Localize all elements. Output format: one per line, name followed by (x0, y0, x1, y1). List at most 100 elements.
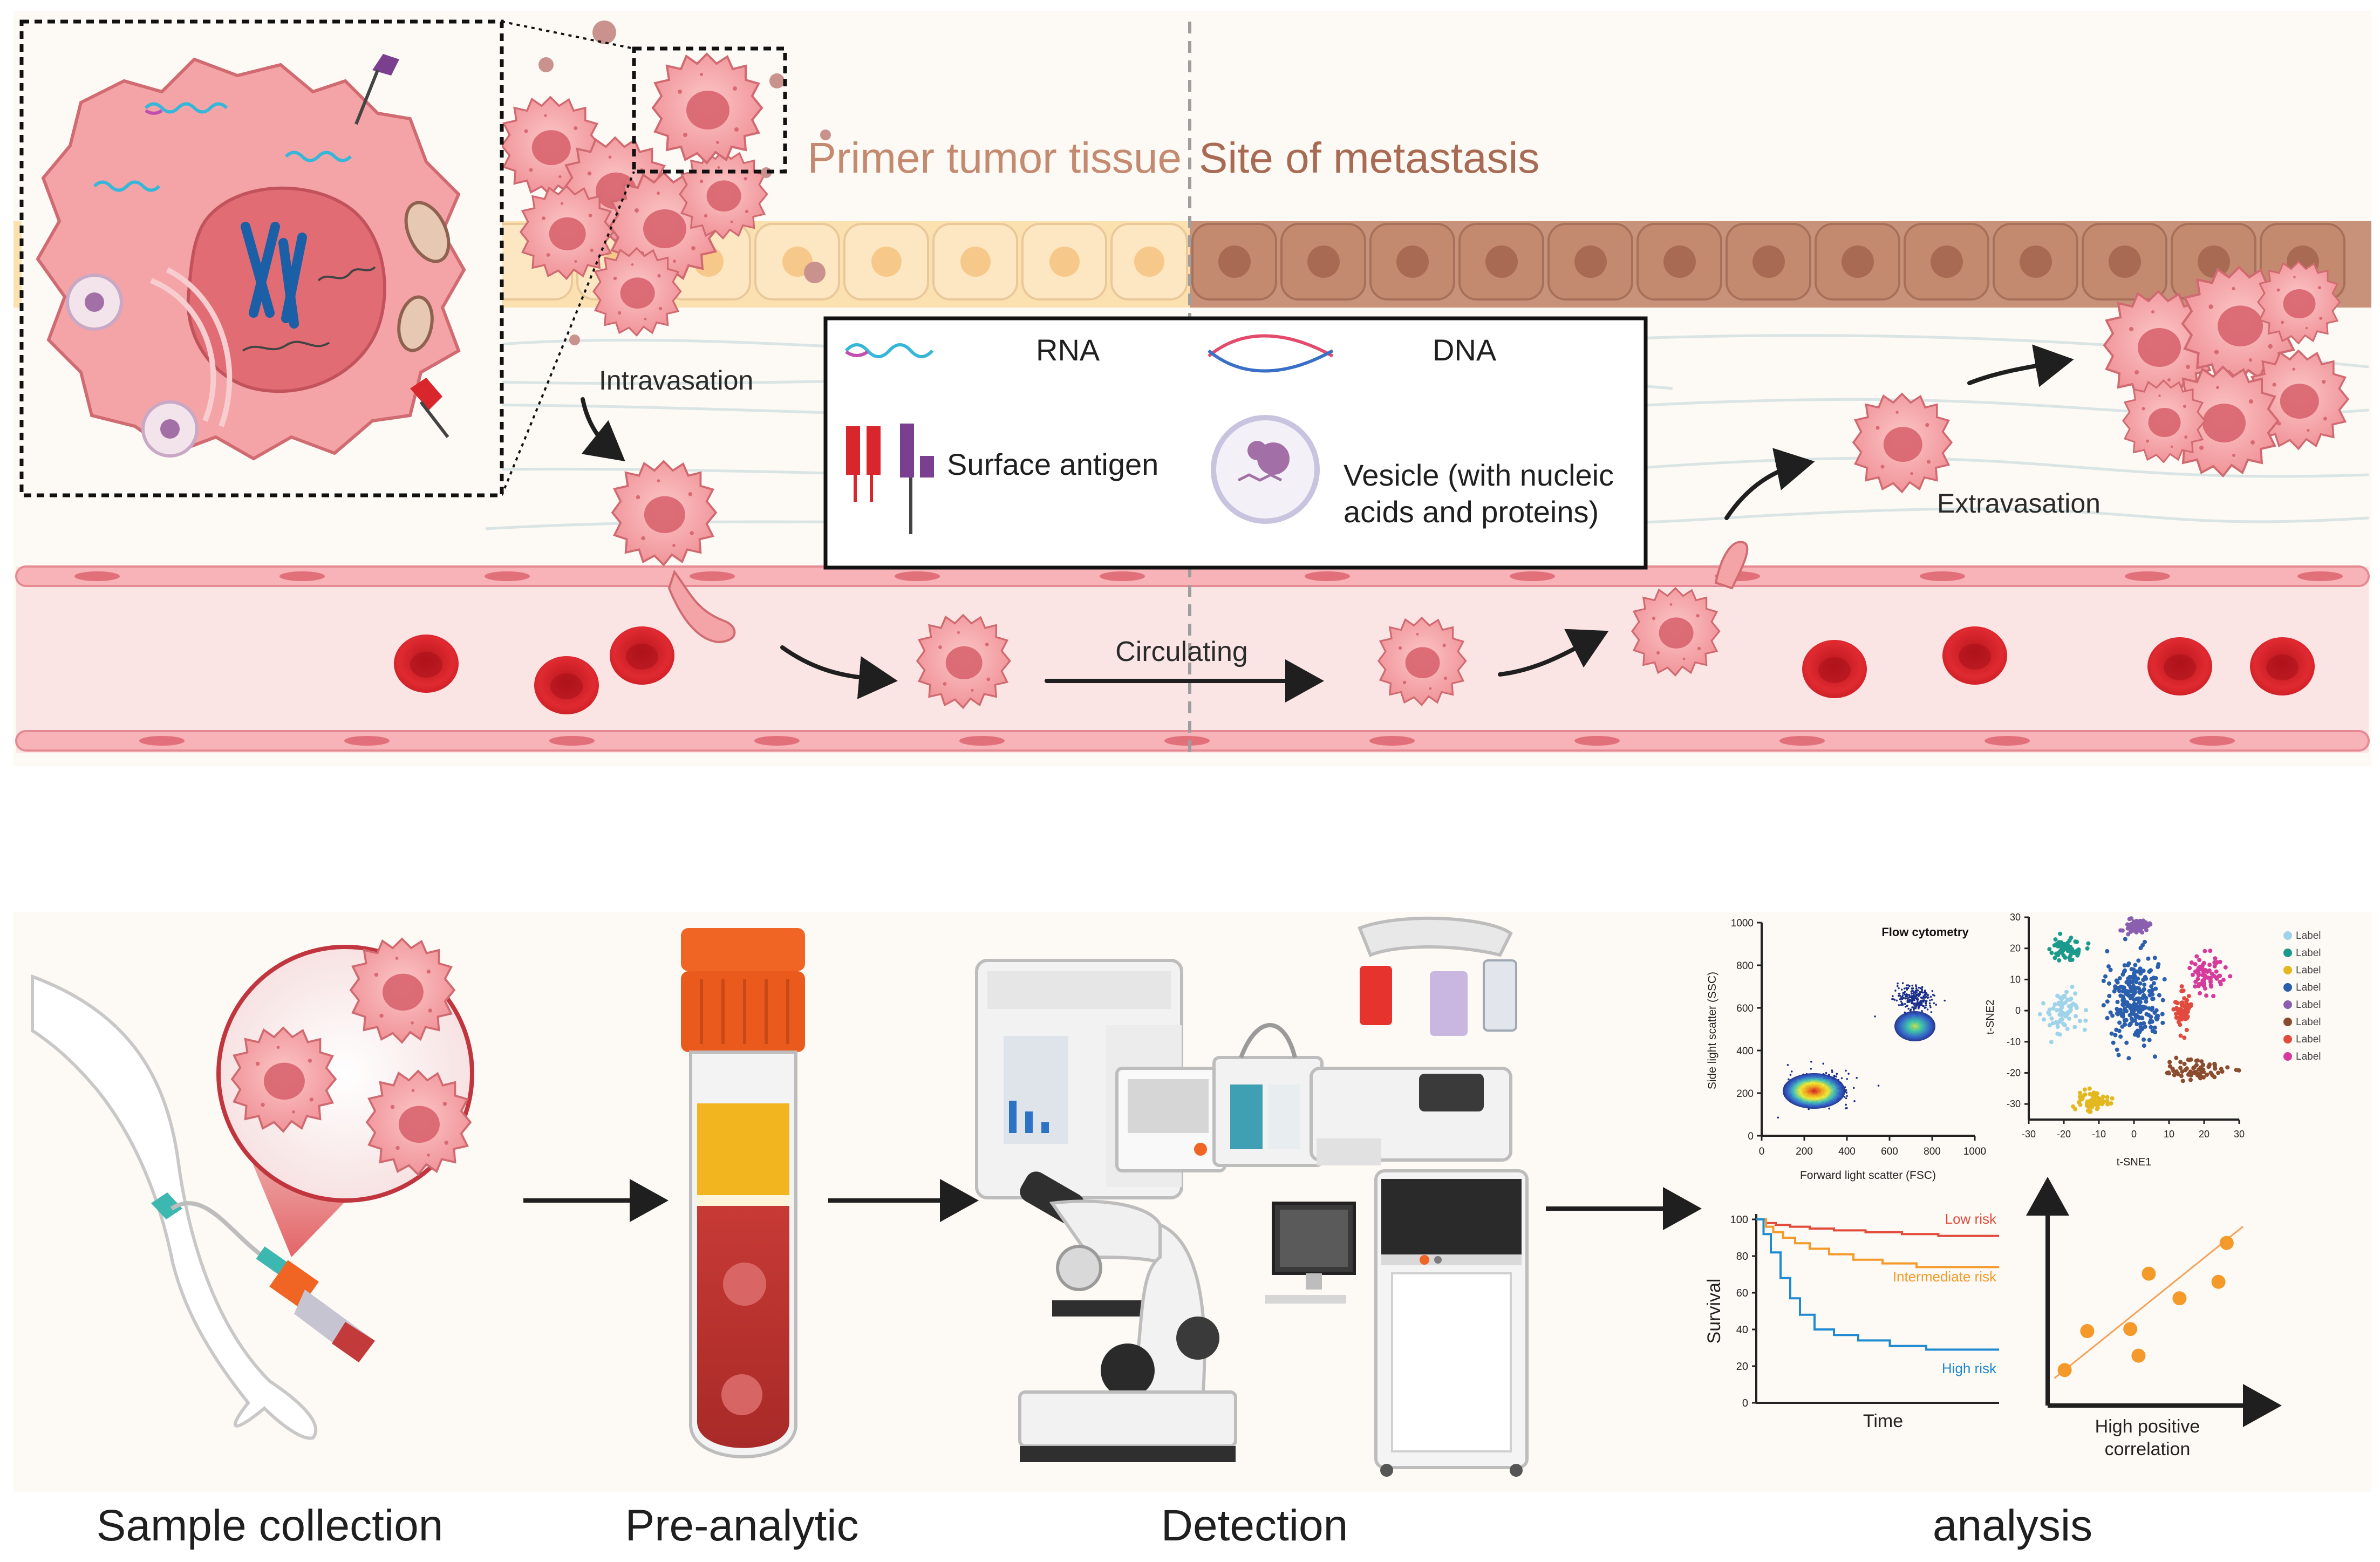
tsne-x-tick-label: 10 (2164, 1129, 2174, 1140)
tsne-point (2154, 1017, 2159, 1022)
tsne-point (2138, 1024, 2143, 1029)
flow-point (1921, 999, 1924, 1002)
tsne-point (2120, 972, 2125, 977)
tsne-legend-label: Label (2296, 930, 2321, 942)
tsne-point (2140, 943, 2145, 947)
tsne-point (2127, 926, 2132, 931)
flow-density-population-1 (1783, 1073, 1845, 1109)
tsne-point (2074, 1006, 2079, 1011)
tsne-point (2194, 954, 2199, 959)
red-blood-cell (534, 656, 599, 714)
tsne-point (2178, 1060, 2183, 1065)
tsne-point (2228, 974, 2233, 979)
flow-point (1905, 994, 1907, 997)
tsne-point (2086, 941, 2091, 946)
tsne-point (2074, 1014, 2078, 1019)
flow-point (1907, 987, 1910, 990)
survival-curve (1756, 1218, 1999, 1351)
flow-point (1831, 1069, 1833, 1072)
legend-dna: DNA (1433, 333, 1497, 367)
workflow-label-pre-analytic: Pre-analytic (625, 1501, 859, 1550)
flow-point (1828, 1073, 1830, 1076)
flow-point (1931, 999, 1933, 1001)
tsne-point (2198, 991, 2202, 995)
tsne-point (2144, 999, 2149, 1004)
tsne-point (2133, 1007, 2138, 1012)
tsne-point (2085, 946, 2090, 951)
flow-point (1910, 995, 1913, 998)
tsne-point (2075, 953, 2080, 958)
flow-point (1903, 987, 1906, 990)
tsne-point (2234, 1068, 2239, 1073)
tsne-point (2137, 999, 2142, 1004)
tsne-xlabel: t-SNE1 (2117, 1156, 2151, 1168)
tsne-point (2225, 1065, 2230, 1070)
correlation-point (2080, 1324, 2095, 1338)
tsne-legend-swatch (2283, 1035, 2292, 1043)
flow-y-tick-label: 600 (1736, 1003, 1754, 1014)
tsne-point (2160, 998, 2165, 1002)
flow-point (1913, 1002, 1915, 1005)
flow-point (1912, 994, 1914, 997)
tsne-point (2118, 1010, 2123, 1015)
flow-point (1846, 1077, 1849, 1080)
tsne-point (2153, 976, 2158, 980)
flow-point (1788, 1078, 1790, 1081)
tsne-point (2162, 977, 2167, 981)
tsne-point (2186, 994, 2191, 999)
tsne-point (2118, 1034, 2123, 1039)
tsne-point (2217, 973, 2221, 978)
surface-antigen-icon (354, 54, 449, 438)
tsne-point (2132, 998, 2137, 1002)
rna-icon (93, 102, 352, 192)
tsne-point (2129, 980, 2133, 985)
tsne-point (2171, 1069, 2176, 1074)
tsne-point (2201, 1075, 2206, 1080)
tsne-point (2204, 993, 2209, 998)
tsne-point (2136, 958, 2141, 963)
tsne-legend-label: Label (2296, 1034, 2321, 1045)
tsne-point (2105, 999, 2110, 1004)
zoom-box (632, 46, 787, 174)
blood-tube (681, 928, 805, 1458)
detection-instruments (975, 916, 1529, 1477)
flow-point (1899, 998, 1901, 1000)
flow-point (1922, 1005, 1924, 1007)
tsne-point (2132, 1018, 2137, 1023)
flow-point (1933, 994, 1935, 997)
flow-y-tick-label: 800 (1736, 960, 1754, 972)
region-label-metastasis: Site of metastasis (1199, 134, 1539, 182)
flow-point (1846, 1107, 1848, 1109)
tsne-point (2141, 968, 2146, 973)
correlation-chart: High positive correlation (2026, 1177, 2282, 1459)
tsne-point (2207, 1062, 2212, 1067)
correlation-point (2211, 1274, 2226, 1289)
tsne-x-tick-label: 20 (2199, 1129, 2209, 1140)
tsne-point (2182, 1061, 2187, 1066)
tsne-point (2127, 917, 2132, 922)
flow-point (1917, 998, 1919, 1001)
flow-point (1920, 991, 1923, 993)
flow-point (1907, 1000, 1910, 1002)
tsne-point (2193, 969, 2198, 974)
flow-point (1919, 1000, 1922, 1002)
step-label-circulating: Circulating (1115, 636, 1248, 667)
tsne-point (2193, 962, 2198, 967)
tsne-y-tick-label: -30 (2007, 1099, 2021, 1109)
tsne-point (2160, 1012, 2165, 1017)
tsne-point (2138, 981, 2143, 986)
tsne-point (2211, 994, 2216, 999)
tsne-point (2118, 928, 2123, 933)
flow-point (1930, 1011, 1933, 1013)
survival-high-risk: High risk (1942, 1360, 1997, 1376)
tsne-x-tick-label: -20 (2057, 1129, 2071, 1140)
tsne-point (2107, 993, 2112, 998)
flow-title: Flow cytometry (1881, 925, 1969, 939)
tsne-point (2110, 1013, 2115, 1018)
tsne-point (2216, 1070, 2221, 1075)
flow-point (1918, 1005, 1921, 1007)
tsne-point (2122, 1018, 2127, 1023)
flow-point (1904, 1002, 1906, 1005)
tsne-point (2126, 961, 2131, 966)
flow-point (1833, 1074, 1836, 1077)
